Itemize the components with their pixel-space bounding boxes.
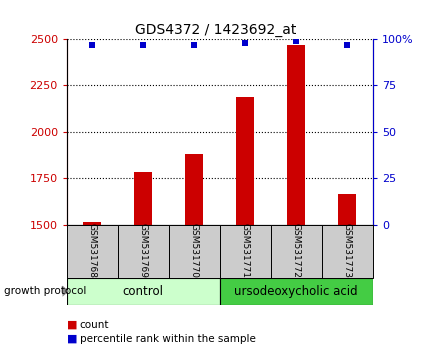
Polygon shape bbox=[62, 286, 69, 297]
Bar bbox=[287, 45, 304, 225]
Text: GSM531769: GSM531769 bbox=[138, 223, 147, 278]
Text: percentile rank within the sample: percentile rank within the sample bbox=[80, 334, 255, 344]
Bar bbox=[219, 225, 270, 278]
Bar bbox=[219, 278, 372, 305]
Bar bbox=[236, 97, 254, 225]
Bar bbox=[185, 154, 203, 225]
Text: GSM531768: GSM531768 bbox=[88, 223, 97, 278]
Text: control: control bbox=[123, 285, 163, 298]
Text: ursodeoxycholic acid: ursodeoxycholic acid bbox=[234, 285, 357, 298]
Bar bbox=[67, 225, 117, 278]
Bar bbox=[134, 172, 152, 225]
Bar bbox=[338, 194, 356, 225]
Text: growth protocol: growth protocol bbox=[4, 286, 86, 296]
Text: GSM531771: GSM531771 bbox=[240, 223, 249, 278]
Text: GSM531772: GSM531772 bbox=[291, 223, 300, 278]
Bar bbox=[117, 225, 169, 278]
Text: ■: ■ bbox=[67, 334, 77, 344]
Text: ■: ■ bbox=[67, 320, 77, 330]
Bar bbox=[169, 225, 219, 278]
Text: count: count bbox=[80, 320, 109, 330]
Bar bbox=[321, 225, 372, 278]
Bar bbox=[67, 278, 219, 305]
Bar bbox=[83, 222, 101, 225]
Text: GSM531770: GSM531770 bbox=[189, 223, 198, 278]
Text: GDS4372 / 1423692_at: GDS4372 / 1423692_at bbox=[135, 23, 295, 37]
Text: GSM531773: GSM531773 bbox=[342, 223, 351, 278]
Bar bbox=[270, 225, 321, 278]
